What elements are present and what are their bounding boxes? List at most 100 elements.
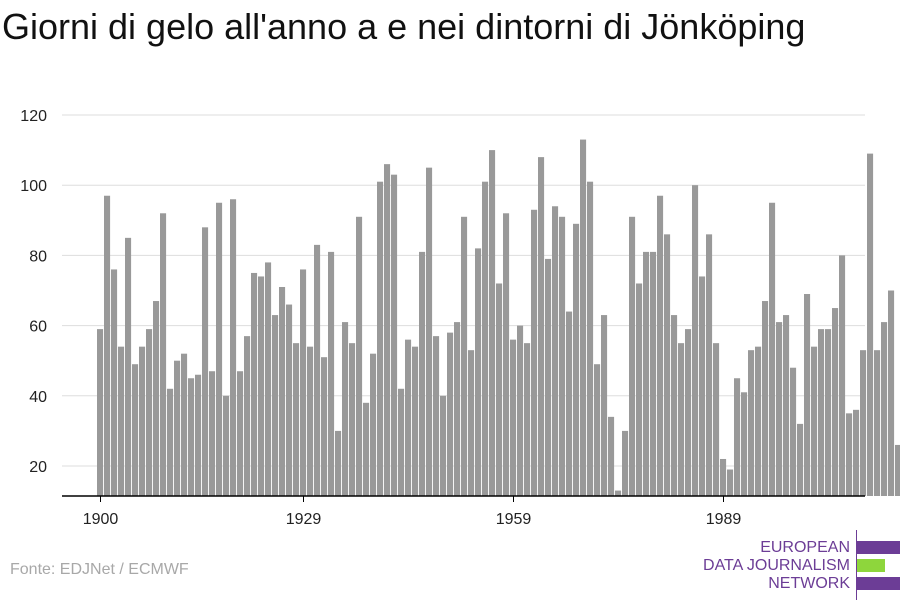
bar-1986 xyxy=(699,276,706,496)
bar-1962 xyxy=(531,209,538,496)
bar-1985 xyxy=(692,185,699,496)
chart-title: Giorni di gelo all'anno a e nei dintorni… xyxy=(2,6,806,47)
bar-1922 xyxy=(251,272,258,496)
bar-1929 xyxy=(300,269,307,496)
bar-1967 xyxy=(566,311,573,496)
bar-2006 xyxy=(839,255,846,496)
bar-2007 xyxy=(846,413,853,496)
bar-1941 xyxy=(384,164,391,496)
x-tick-label: 1989 xyxy=(706,511,742,528)
logo-bar-green xyxy=(857,559,885,572)
bar-1988 xyxy=(713,343,720,496)
logo-line-1: European xyxy=(760,539,850,556)
bar-1902 xyxy=(111,269,118,496)
bar-1960 xyxy=(517,325,524,496)
y-tick-label: 120 xyxy=(20,108,47,125)
bar-2002 xyxy=(811,346,818,496)
y-axis-labels: 20 40 60 80 100 120 xyxy=(20,108,47,476)
y-tick-label: 100 xyxy=(20,178,47,195)
bar-1965 xyxy=(552,206,559,496)
bar-1958 xyxy=(503,213,510,496)
bar-2010 xyxy=(867,153,874,497)
bar-2004 xyxy=(825,329,832,496)
bar-1936 xyxy=(349,343,356,496)
bar-1970 xyxy=(587,181,594,496)
bar-1935 xyxy=(342,322,349,496)
bar-1954 xyxy=(475,248,482,496)
bar-1943 xyxy=(398,388,405,496)
bar-1961 xyxy=(524,343,531,496)
bar-2008 xyxy=(853,409,860,496)
bar-1944 xyxy=(405,339,412,496)
bar-1946 xyxy=(419,251,426,496)
x-tick-label: 1929 xyxy=(286,511,322,528)
bar-1996 xyxy=(769,202,776,496)
bar-1908 xyxy=(153,301,160,496)
bar-1926 xyxy=(279,286,286,496)
bar-1949 xyxy=(440,395,447,496)
bar-1964 xyxy=(545,258,552,496)
bar-1976 xyxy=(629,216,636,497)
bar-1977 xyxy=(636,283,643,496)
bar-1938 xyxy=(363,402,370,496)
bar-1966 xyxy=(559,216,566,497)
bar-2005 xyxy=(832,308,839,496)
bar-1959 xyxy=(510,339,517,496)
bar-1980 xyxy=(657,195,664,497)
bar-1979 xyxy=(650,251,657,496)
bar-1937 xyxy=(356,216,363,497)
bar-1972 xyxy=(601,315,608,496)
bar-1968 xyxy=(573,223,580,496)
bar-1905 xyxy=(132,364,139,496)
bar-1921 xyxy=(244,336,251,496)
bar-1934 xyxy=(335,430,342,496)
y-tick-label: 20 xyxy=(29,459,47,476)
bar-2012 xyxy=(881,322,888,496)
bar-2003 xyxy=(818,329,825,496)
bar-1913 xyxy=(188,378,195,496)
bar-1963 xyxy=(538,157,545,496)
bar-1993 xyxy=(748,350,755,496)
bar-1951 xyxy=(454,322,461,496)
bar-1931 xyxy=(314,244,321,496)
bar-1990 xyxy=(727,469,734,496)
bar-1992 xyxy=(741,392,748,496)
bar-1948 xyxy=(433,336,440,496)
bar-1994 xyxy=(755,346,762,496)
bar-1911 xyxy=(174,360,181,496)
bar-1910 xyxy=(167,388,174,496)
bar-1956 xyxy=(489,150,496,496)
bar-1906 xyxy=(139,346,146,496)
logo-line-3: Network xyxy=(768,575,850,592)
bar-1924 xyxy=(265,262,272,496)
bar-1999 xyxy=(790,367,797,496)
bar-1989 xyxy=(720,458,727,496)
bar-2011 xyxy=(874,350,881,496)
bar-1947 xyxy=(426,167,433,496)
bar-1904 xyxy=(125,237,132,496)
y-tick-label: 40 xyxy=(29,389,47,406)
logo-bar-purple-bottom xyxy=(857,577,900,590)
source-note: Fonte: EDJNet / ECMWF xyxy=(10,561,189,578)
bar-1995 xyxy=(762,301,769,496)
bar-2013 xyxy=(888,290,895,496)
bar-1952 xyxy=(461,216,468,497)
bar-1918 xyxy=(223,395,230,496)
x-tick-label: 1959 xyxy=(496,511,532,528)
bar-1957 xyxy=(496,283,503,496)
bar-2014 xyxy=(895,444,900,496)
bar-1915 xyxy=(202,227,209,496)
bar-1920 xyxy=(237,371,244,496)
bar-1903 xyxy=(118,346,125,496)
bar-1928 xyxy=(293,343,300,496)
y-tick-label: 60 xyxy=(29,319,47,336)
bar-1991 xyxy=(734,378,741,496)
bar-1950 xyxy=(447,332,454,496)
bar-1914 xyxy=(195,374,202,496)
bar-1975 xyxy=(622,430,629,496)
bar-1981 xyxy=(664,234,671,496)
bar-1907 xyxy=(146,329,153,496)
bar-1909 xyxy=(160,213,167,496)
bar-1919 xyxy=(230,199,237,497)
